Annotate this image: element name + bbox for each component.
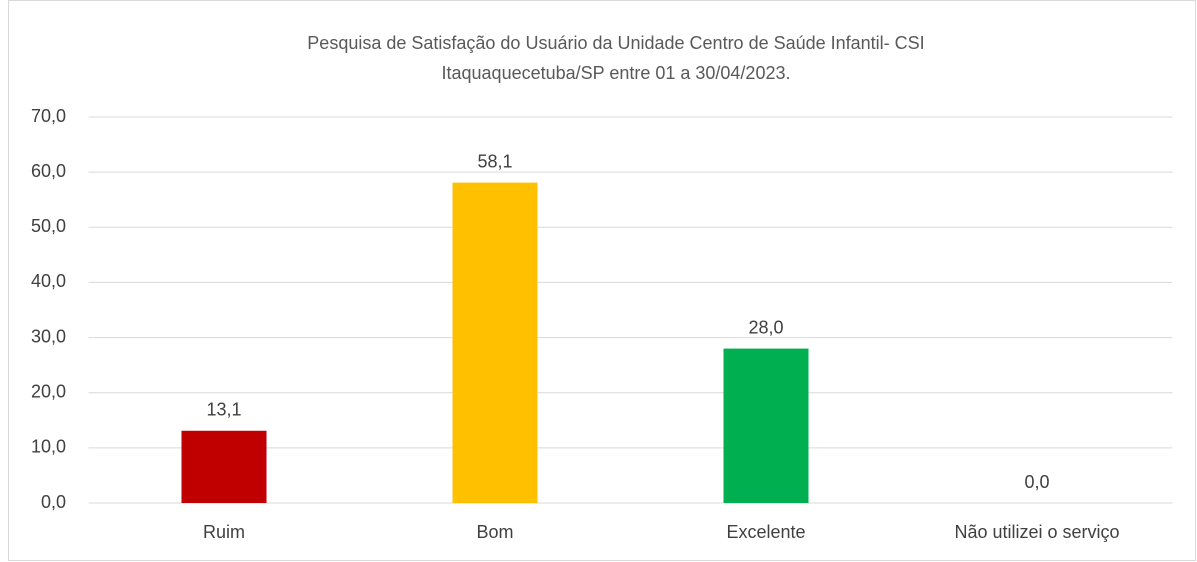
- bar: [452, 182, 538, 503]
- data-label: 58,1: [477, 151, 512, 171]
- x-tick-label: Ruim: [203, 522, 245, 542]
- y-tick-label: 60,0: [31, 161, 66, 181]
- y-tick-label: 30,0: [31, 326, 66, 346]
- y-tick-label: 20,0: [31, 381, 66, 401]
- y-tick-label: 10,0: [31, 437, 66, 457]
- bar: [723, 348, 809, 503]
- x-tick-label: Excelente: [726, 522, 805, 542]
- y-tick-label: 40,0: [31, 271, 66, 291]
- chart-title: Pesquisa de Satisfação do Usuário da Uni…: [307, 33, 924, 53]
- chart-title: Itaquaquecetuba/SP entre 01 a 30/04/2023…: [442, 63, 791, 83]
- x-tick-label: Bom: [476, 522, 513, 542]
- data-label: 28,0: [748, 317, 783, 337]
- y-tick-label: 70,0: [31, 106, 66, 126]
- bar: [181, 430, 267, 503]
- y-tick-label: 0,0: [41, 492, 66, 512]
- x-tick-label: Não utilizei o serviço: [954, 522, 1119, 542]
- data-label: 0,0: [1024, 472, 1049, 492]
- data-label: 13,1: [206, 400, 241, 420]
- y-tick-label: 50,0: [31, 216, 66, 236]
